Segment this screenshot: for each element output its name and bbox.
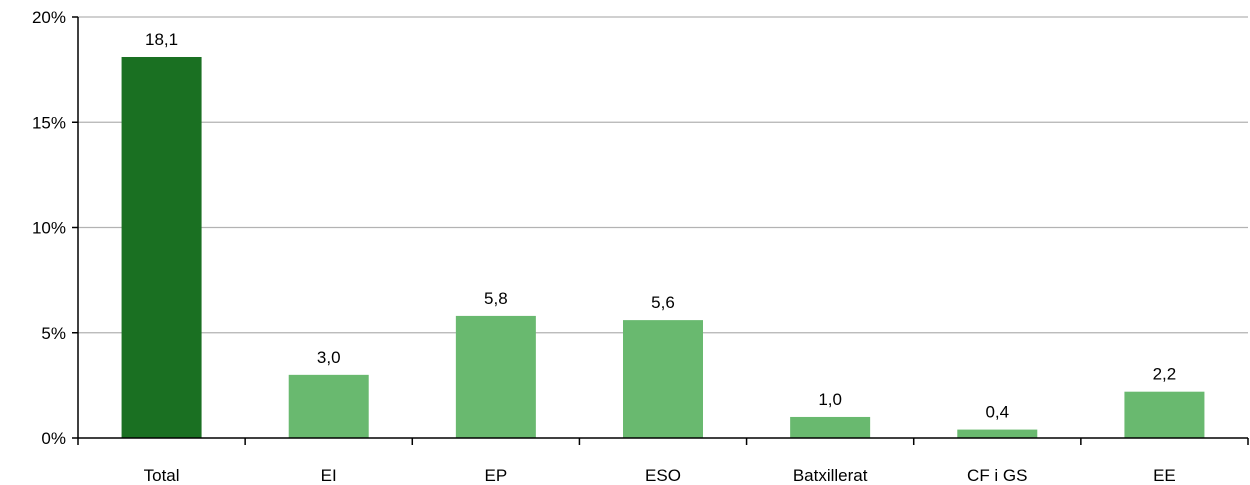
data-label: 3,0 [317,348,341,367]
axes [72,16,1249,445]
data-label: 5,6 [651,293,675,312]
x-tick-label: Total [144,466,180,485]
y-tick-label: 5% [41,324,66,343]
y-tick-label: 20% [32,8,66,27]
x-tick-label: EP [485,466,508,485]
x-tick-label: EE [1153,466,1176,485]
labels: 0% 5% 10% 15% 20% 18,1 Total 3,0 EI 5,8 EP 5,6 ESO 1,… [32,8,1176,485]
bar-total [121,56,202,439]
bar-batxillerat [790,416,871,438]
bar-ep [455,315,536,438]
data-label: 2,2 [1153,365,1177,384]
gridlines [78,16,1248,334]
bar-eso [623,320,703,438]
y-tick-label: 10% [32,219,66,238]
data-label: 5,8 [484,289,508,308]
data-label: 0,4 [985,403,1009,422]
x-tick-label: ESO [645,466,681,485]
y-tick-label: 15% [32,113,66,132]
bar-ee [1124,391,1205,438]
y-tick-label: 0% [41,429,66,448]
data-label: 1,0 [818,390,842,409]
bars [121,56,1205,439]
x-tick-label: CF i GS [967,466,1027,485]
x-tick-label: EI [321,466,337,485]
x-tick-label: Batxillerat [793,466,868,485]
data-label: 18,1 [145,30,178,49]
bar-cf-i-gs [957,429,1038,438]
bar-ei [288,374,369,438]
